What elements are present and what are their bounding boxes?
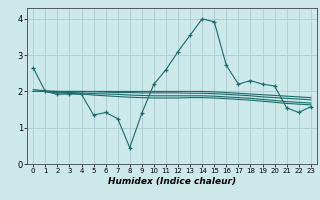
- X-axis label: Humidex (Indice chaleur): Humidex (Indice chaleur): [108, 177, 236, 186]
